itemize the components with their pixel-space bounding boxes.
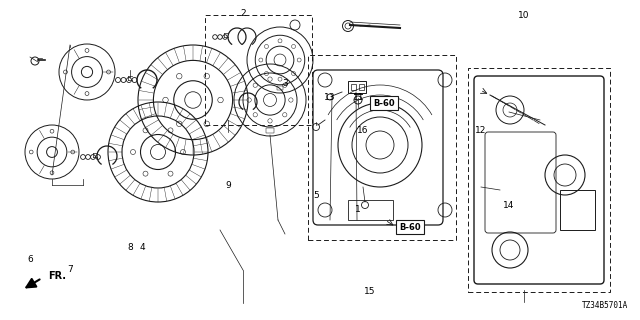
Bar (560, 190, 595, 230)
Text: 16: 16 (357, 125, 369, 134)
Text: 4: 4 (139, 243, 145, 252)
Bar (396, 220, 424, 234)
Text: 14: 14 (503, 201, 515, 210)
Bar (266, 128, 274, 133)
Bar (308, 55, 456, 240)
Bar (348, 81, 366, 93)
Text: 8: 8 (127, 243, 133, 252)
Text: 7: 7 (67, 266, 73, 275)
Text: 13: 13 (324, 92, 336, 101)
Bar (468, 68, 610, 292)
Bar (359, 84, 364, 90)
Text: 2: 2 (240, 9, 246, 18)
Bar (205, 15, 312, 125)
Text: 5: 5 (313, 190, 319, 199)
Bar (276, 86, 284, 90)
Text: B-60: B-60 (373, 99, 395, 108)
Bar (370, 96, 398, 110)
Text: FR.: FR. (48, 271, 66, 281)
Bar (348, 200, 393, 220)
Text: 1: 1 (355, 205, 361, 214)
Text: 10: 10 (518, 11, 530, 20)
Text: 11: 11 (353, 92, 365, 101)
Text: 12: 12 (476, 125, 486, 134)
Text: 3: 3 (282, 78, 288, 87)
Text: 15: 15 (364, 287, 376, 297)
Text: 6: 6 (27, 255, 33, 265)
Text: B-60: B-60 (399, 222, 421, 231)
Bar (351, 84, 356, 90)
Text: TZ34B5701A: TZ34B5701A (582, 301, 628, 310)
Text: 9: 9 (225, 180, 231, 189)
